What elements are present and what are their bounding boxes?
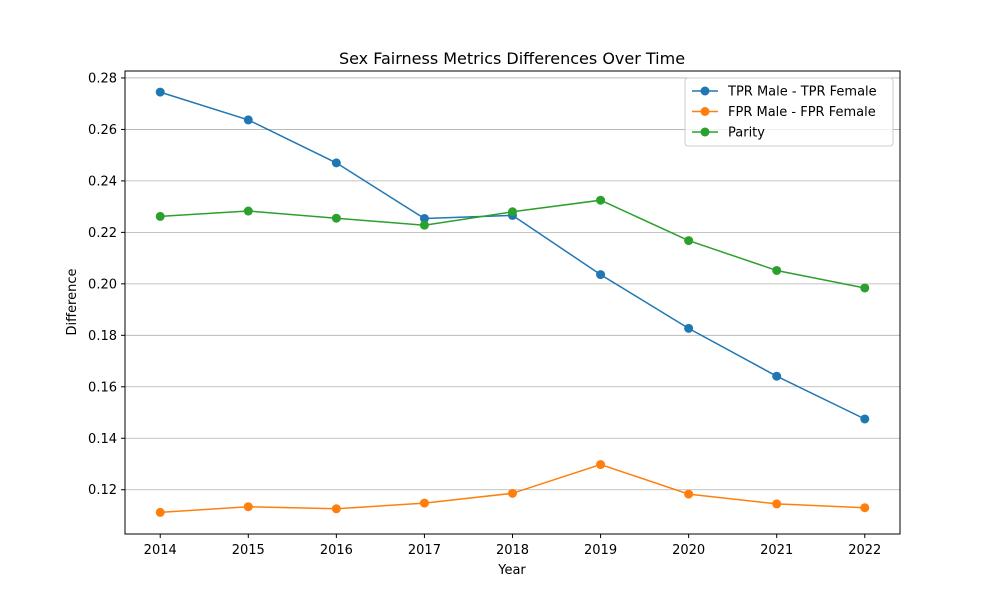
legend-marker (700, 86, 710, 96)
grid-lines (125, 77, 900, 491)
x-tick-label: 2021 (760, 543, 793, 558)
x-tick-label: 2018 (496, 543, 529, 558)
y-axis: 0.12 0.14 0.16 0.18 0.20 0.22 0.24 0.26 0.28 (88, 71, 125, 498)
data-point (860, 414, 870, 424)
x-tick-label: 2017 (408, 543, 441, 558)
data-point (243, 206, 253, 216)
data-point (331, 213, 341, 223)
data-point (596, 270, 606, 280)
series-layer (155, 87, 870, 517)
y-tick-label: 0.20 (88, 277, 117, 292)
chart-title: Sex Fairness Metrics Differences Over Ti… (339, 49, 685, 68)
data-point (596, 460, 606, 470)
x-axis: 2014 2015 2016 2017 2018 2019 2020 2021 2022 (144, 534, 881, 558)
x-tick-label: 2020 (672, 543, 705, 558)
data-point (331, 504, 341, 514)
series (155, 195, 870, 293)
y-tick-label: 0.22 (88, 226, 117, 241)
y-tick-label: 0.14 (88, 432, 117, 447)
legend-label: Parity (728, 126, 765, 141)
y-axis-label: Difference (65, 268, 80, 335)
data-point (684, 489, 694, 499)
x-tick-label: 2015 (232, 543, 265, 558)
data-point (419, 220, 429, 230)
series (155, 460, 870, 517)
y-tick-label: 0.26 (88, 123, 117, 138)
data-point (596, 195, 606, 205)
data-point (772, 499, 782, 509)
data-point (684, 236, 694, 246)
x-tick-label: 2022 (848, 543, 881, 558)
y-tick-label: 0.18 (88, 329, 117, 344)
data-point (243, 502, 253, 512)
legend-label: FPR Male - FPR Female (728, 105, 876, 120)
x-axis-label: Year (497, 563, 526, 578)
legend-marker (700, 107, 710, 116)
x-tick-label: 2014 (144, 543, 177, 558)
data-point (860, 503, 870, 513)
legend-marker (700, 127, 710, 137)
data-point (860, 283, 870, 293)
data-point (684, 323, 694, 333)
data-point (243, 115, 253, 125)
data-point (155, 211, 165, 221)
legend-label: TPR Male - TPR Female (727, 85, 877, 100)
data-point (772, 265, 782, 275)
data-point (419, 213, 429, 223)
x-tick-label: 2019 (584, 543, 617, 558)
legend-box (684, 77, 894, 147)
legend: TPR Male - TPR Female FPR Male - FPR Fema… (684, 77, 894, 147)
data-point (508, 488, 517, 498)
data-point (772, 371, 782, 381)
data-point (331, 158, 341, 168)
data-point (419, 498, 429, 508)
x-tick-label: 2016 (320, 543, 353, 558)
data-point (508, 207, 517, 217)
data-point (155, 87, 165, 97)
y-tick-label: 0.16 (88, 380, 117, 395)
data-point (155, 507, 165, 517)
y-tick-label: 0.28 (88, 71, 117, 86)
y-tick-label: 0.24 (88, 174, 117, 189)
y-tick-label: 0.12 (88, 483, 117, 498)
